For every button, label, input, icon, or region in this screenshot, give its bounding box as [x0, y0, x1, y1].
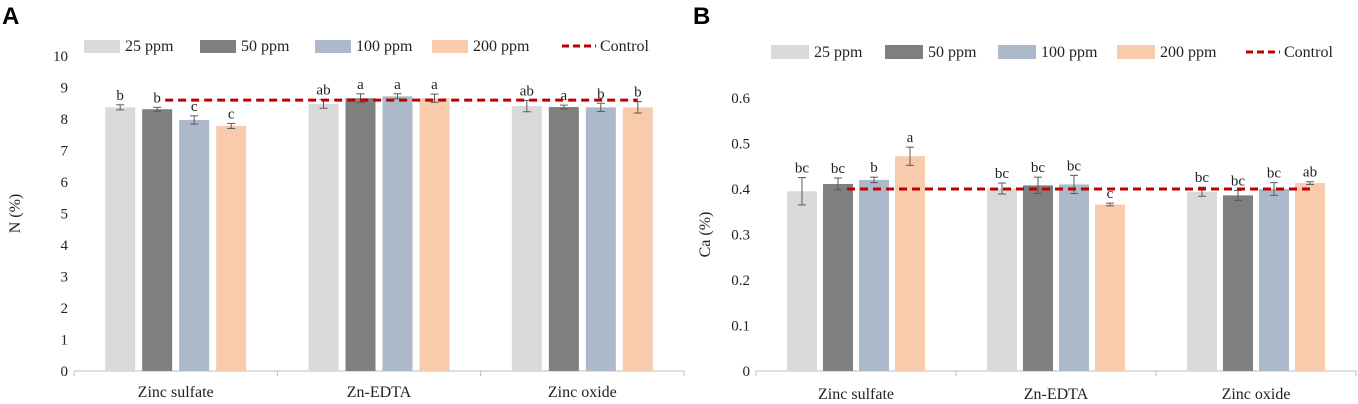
significance-label: bc	[831, 161, 846, 177]
significance-label: c	[191, 99, 198, 115]
category-label: Zinc oxide	[1222, 386, 1291, 403]
bar-50ppm	[142, 109, 173, 372]
legend-label: 50 ppm	[928, 44, 977, 61]
significance-label: a	[431, 77, 438, 93]
y-tick-label: 0	[61, 364, 69, 380]
legend-label: 200 ppm	[1160, 44, 1217, 61]
significance-label: b	[634, 85, 642, 101]
bar-50ppm	[345, 98, 376, 372]
bar-200ppm	[216, 125, 247, 372]
y-tick-label: 8	[61, 112, 69, 128]
y-tick-label: 10	[53, 49, 68, 65]
bar-200ppm	[419, 98, 450, 372]
bar-25ppm	[1187, 191, 1217, 371]
y-tick-label: 3	[61, 270, 69, 286]
y-tick-label: 9	[61, 81, 69, 97]
legend-label: 100 ppm	[356, 38, 413, 55]
panel-letter-a: A	[2, 3, 19, 30]
significance-label: a	[907, 130, 914, 146]
bar-200ppm	[1095, 204, 1125, 371]
y-tick-label: 4	[61, 238, 69, 254]
bar-100ppm	[585, 107, 616, 371]
significance-label: b	[597, 86, 605, 102]
chart-panel-b: Ca (%) 0 0.1 0.2 0.3 0.4 0.5 0.6 Zinc sulfate Zn-…	[697, 44, 1357, 403]
chart-panel-a: N (%) 0 1 2 3 4 5 6 7 8 9 10 Zinc sulfate Zn-EDTA Zinc…	[7, 38, 685, 401]
significance-label: bc	[795, 161, 810, 177]
significance-label: a	[560, 88, 567, 104]
bar-25ppm	[511, 106, 542, 372]
legend-swatch	[771, 45, 809, 59]
bar-50ppm	[1223, 195, 1253, 371]
category-label: Zn-EDTA	[347, 384, 412, 401]
significance-label: bc	[1231, 173, 1246, 189]
bar-100ppm	[1059, 184, 1089, 371]
significance-label: bc	[1031, 160, 1046, 176]
legend-swatch	[1117, 45, 1155, 59]
bar-200ppm	[1295, 183, 1325, 371]
legend-label: 200 ppm	[473, 38, 530, 55]
legend-label: Control	[1284, 44, 1333, 61]
significance-label: ab	[520, 83, 534, 99]
bar-50ppm	[548, 107, 579, 371]
category-label: Zn-EDTA	[1024, 386, 1089, 403]
y-tick-label: 0.3	[731, 228, 750, 244]
y-tick-label: 6	[61, 175, 69, 191]
legend-swatch	[998, 45, 1036, 59]
significance-label: a	[394, 77, 401, 93]
significance-label: bc	[1267, 166, 1282, 182]
y-tick-label: 0.6	[731, 91, 750, 107]
bar-50ppm	[1023, 185, 1053, 371]
bar-25ppm	[105, 107, 136, 371]
significance-label: c	[228, 106, 235, 122]
bar-25ppm	[787, 191, 817, 371]
y-tick-label: 0.2	[731, 273, 750, 289]
significance-label: bc	[995, 166, 1010, 182]
legend-swatch	[432, 40, 468, 53]
legend-label: 25 ppm	[125, 38, 174, 55]
bar-50ppm	[823, 183, 853, 371]
bar-100ppm	[859, 179, 889, 371]
significance-label: a	[357, 77, 364, 93]
y-tick-label: 0.4	[731, 182, 750, 198]
significance-label: bc	[1195, 170, 1210, 186]
y-axis-label: N (%)	[7, 194, 24, 234]
y-tick-label: 0.1	[731, 319, 750, 335]
y-tick-label: 5	[61, 207, 69, 223]
bar-100ppm	[179, 119, 210, 371]
significance-label: ab	[1303, 165, 1317, 181]
panel-letter-b: B	[693, 3, 710, 30]
legend-swatch	[84, 40, 120, 53]
legend-swatch	[885, 45, 923, 59]
bar-100ppm	[382, 96, 413, 371]
category-label: Zinc sulfate	[818, 386, 894, 403]
significance-label: ab	[316, 82, 330, 98]
bar-25ppm	[987, 188, 1017, 371]
bar-25ppm	[308, 103, 339, 371]
category-label: Zinc oxide	[548, 384, 617, 401]
y-tick-label: 0	[743, 364, 751, 380]
legend-swatch	[200, 40, 236, 53]
significance-label: bc	[1067, 158, 1082, 174]
legend-swatch	[315, 40, 351, 53]
y-tick-label: 2	[61, 301, 69, 317]
category-label: Zinc sulfate	[138, 384, 214, 401]
legend-label: Control	[600, 38, 649, 55]
significance-label: c	[1107, 186, 1114, 202]
significance-label: b	[153, 90, 161, 106]
legend-label: 25 ppm	[814, 44, 863, 61]
legend-label: 50 ppm	[241, 38, 290, 55]
y-tick-label: 1	[61, 333, 69, 349]
legend-label: 100 ppm	[1041, 44, 1098, 61]
bar-200ppm	[622, 107, 653, 371]
y-tick-label: 0.5	[731, 137, 750, 153]
significance-label: b	[870, 160, 878, 176]
y-tick-label: 7	[61, 144, 69, 160]
significance-label: b	[116, 88, 124, 104]
bar-100ppm	[1259, 189, 1289, 371]
bar-200ppm	[895, 156, 925, 371]
y-axis-label: Ca (%)	[697, 212, 714, 258]
